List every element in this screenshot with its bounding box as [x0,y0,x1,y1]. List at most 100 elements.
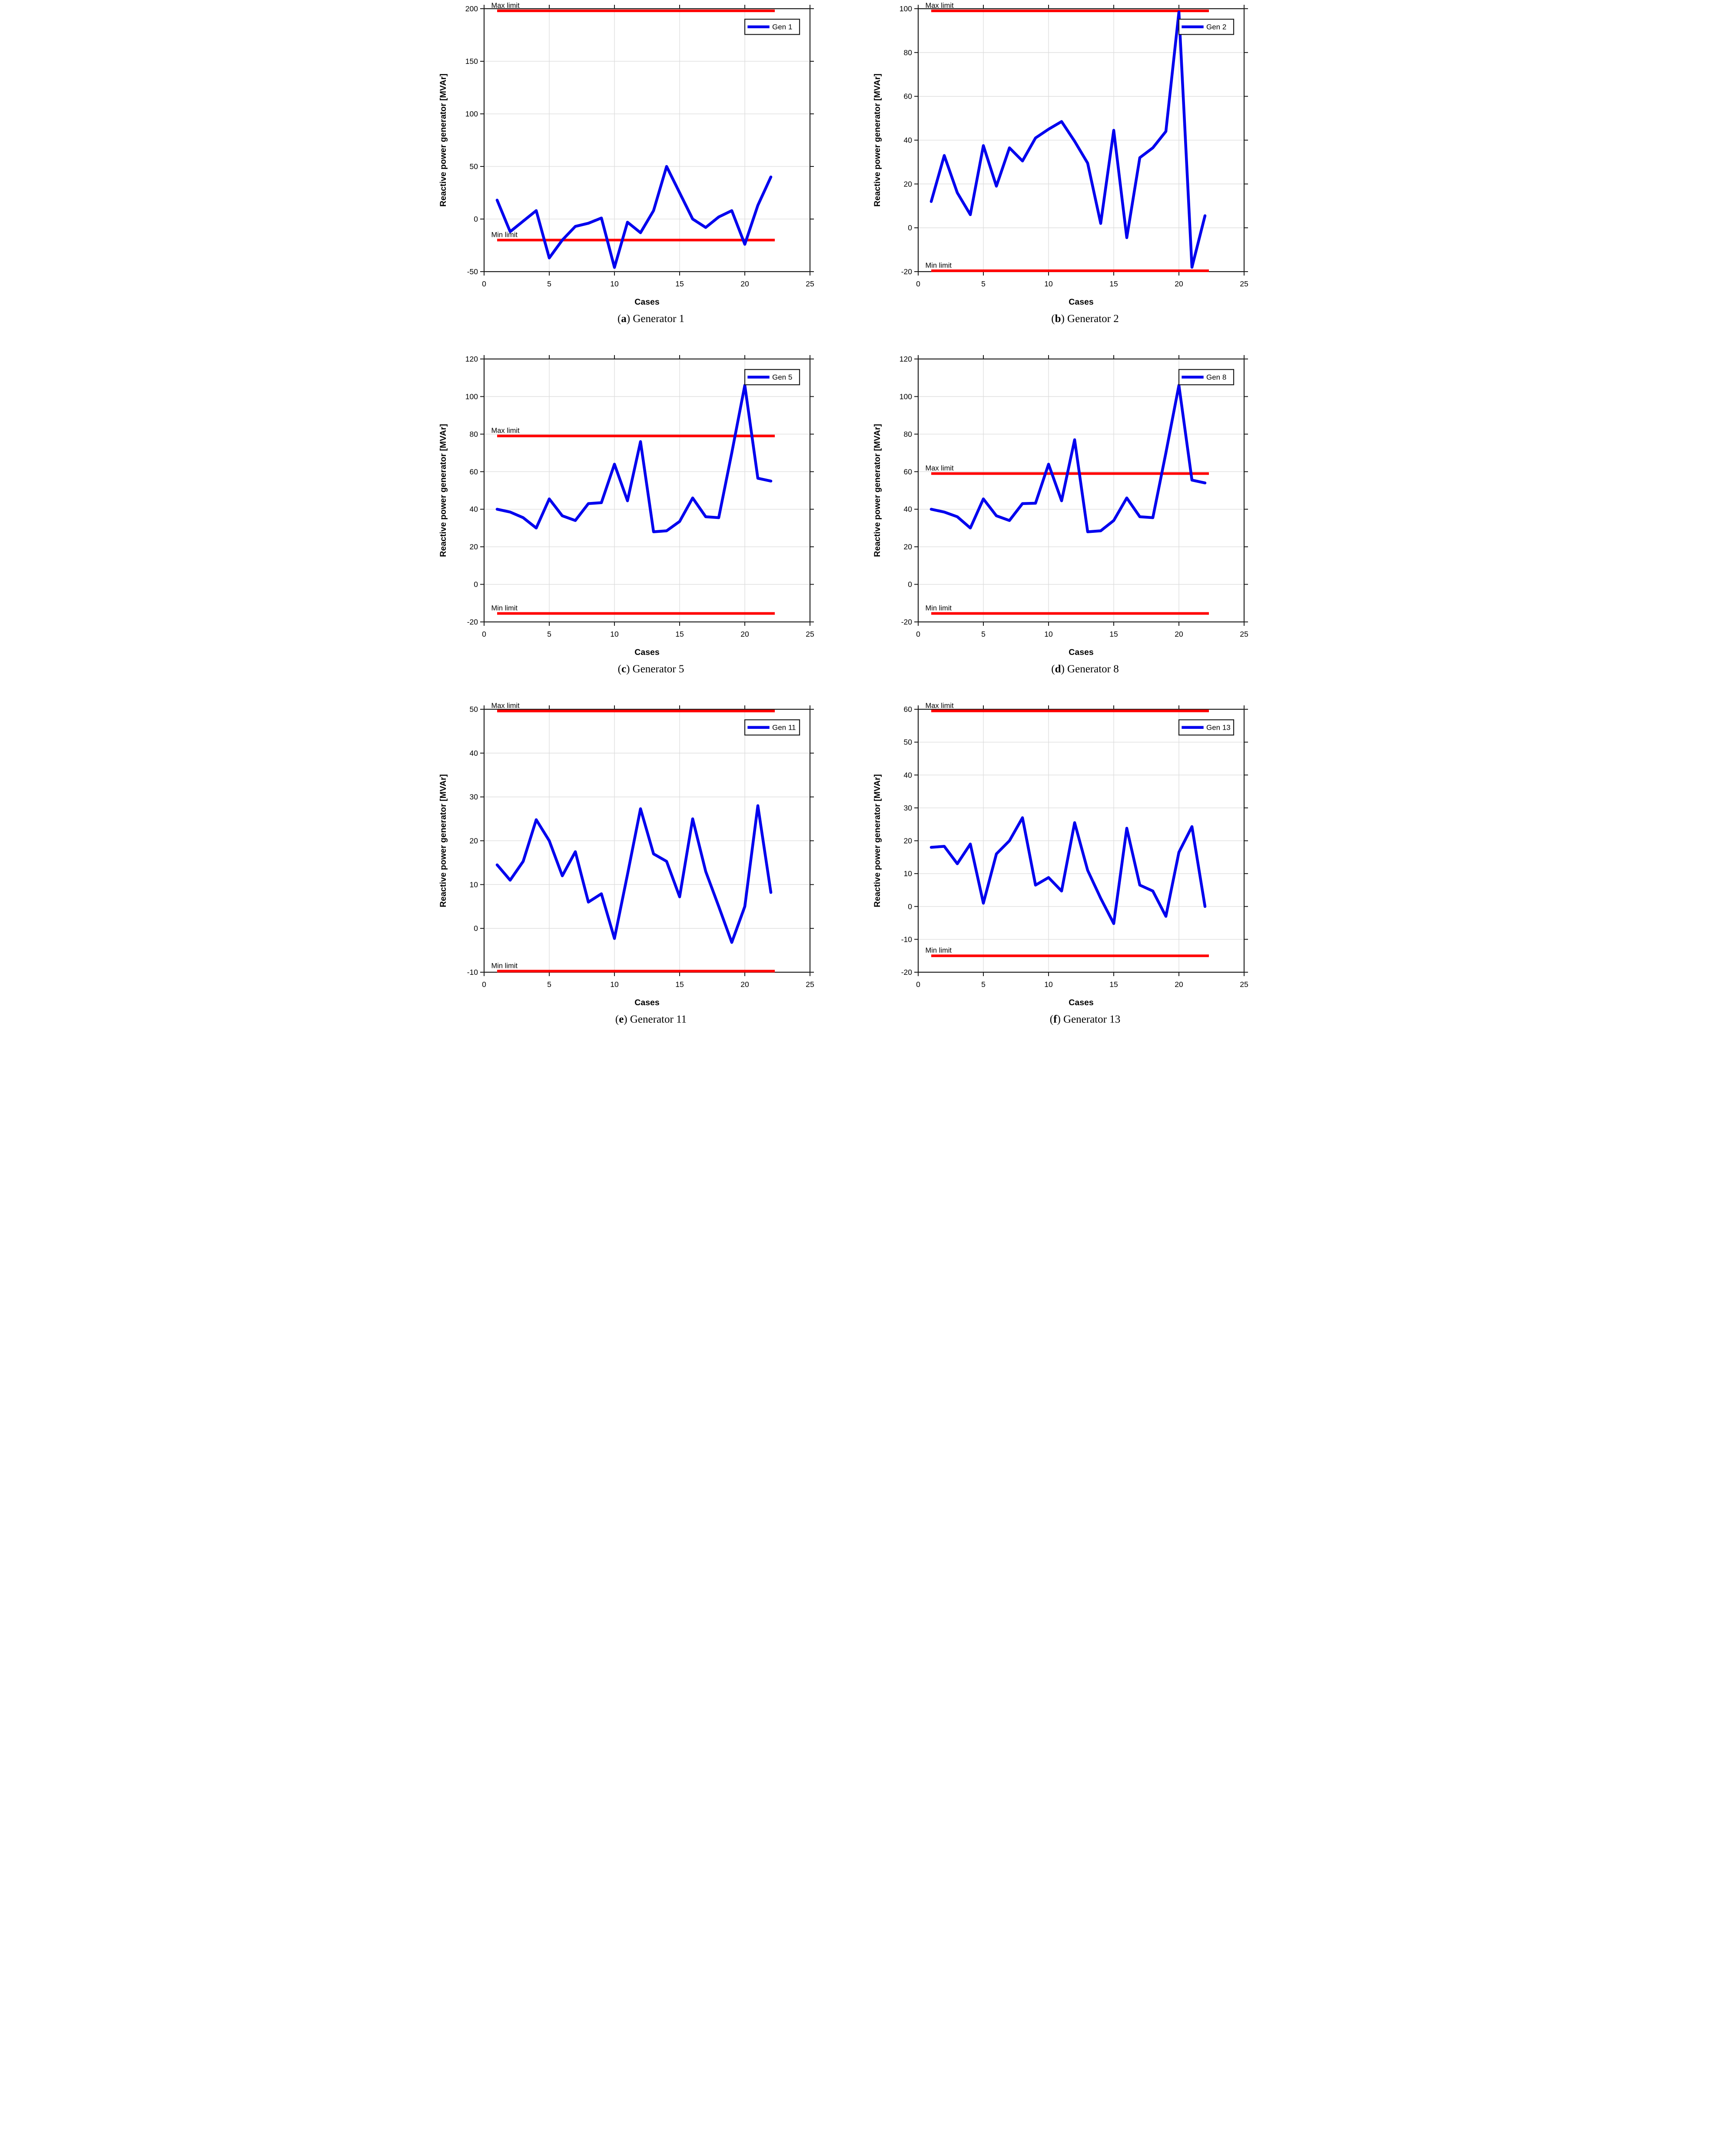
line-chart-svg: 0 5 10 15 20 25 -10 0 10 20 30 40 50 Max limit Min lim… [438,702,814,1007]
caption-title: Generator 11 [630,1013,687,1025]
chart-generator-5: 0 5 10 15 20 25 -20 0 20 40 60 80 100 120 Max limit Min… [434,352,868,702]
plot-frame [917,358,1245,623]
chart-caption-c: (c) Generator 5 [617,663,684,675]
figure-grid: 0 5 10 15 20 25 -50 0 50 100 150 200 Max limit Min li… [434,0,1302,1053]
x-tick-label: 20 [1175,630,1183,638]
series-line [495,804,772,944]
y-tick-label: 120 [899,355,912,363]
x-tick-label: 5 [547,980,551,989]
line-chart-svg: 0 5 10 15 20 25 -50 0 50 100 150 200 Max limit Min li… [438,2,814,307]
caption-title: Generator 8 [1067,663,1119,675]
series-line [495,384,772,533]
max-limit-label: Max limit [491,2,519,10]
chart-generator-13: 0 5 10 15 20 25 -20 -10 0 10 20 30 40 50 60 Max limit Mi… [868,702,1302,1053]
y-tick-label: 20 [469,542,478,551]
x-tick-label: 0 [482,279,486,288]
y-axis-label: Reactive power generator [MVAr] [438,73,448,206]
x-tick-label: 0 [482,630,486,638]
y-tick-label: 80 [903,430,912,439]
y-tick-label: 100 [899,4,912,13]
y-tick-label: 60 [903,467,912,476]
y-axis-label: Reactive power generator [MVAr] [438,424,448,557]
y-tick-label: 30 [469,793,478,801]
min-limit-label: Min limit [491,962,518,970]
y-tick-label: 60 [469,467,478,476]
x-tick-label: 20 [1175,980,1183,989]
x-tick-label: 0 [916,279,920,288]
y-tick-label: 20 [903,179,912,188]
chart-caption-e: (e) Generator 11 [615,1013,687,1025]
y-tick-label: 30 [903,804,912,812]
y-tick-label: 40 [903,505,912,514]
y-tick-label: 0 [908,223,912,232]
min-limit-label: Min limit [925,262,952,269]
y-axis-label: Reactive power generator [MVAr] [873,774,882,907]
plot-frame [483,358,810,623]
x-tick-label: 15 [675,980,684,989]
generator-13-plot: 0 5 10 15 20 25 -20 -10 0 10 20 30 40 50 60 Max limit Mi… [868,702,1302,1011]
y-tick-label: 0 [474,924,478,933]
x-tick-label: 25 [1240,630,1248,638]
line-chart-svg: 0 5 10 15 20 25 -20 0 20 40 60 80 100 Max limit Min li… [873,2,1248,307]
line-chart-svg: 0 5 10 15 20 25 -20 0 20 40 60 80 100 120 Max limit Min… [873,355,1248,657]
x-tick-label: 15 [1109,630,1118,638]
y-tick-label: 50 [469,705,478,714]
y-tick-label: 120 [465,355,478,363]
max-limit-label: Max limit [925,465,953,472]
y-tick-label: 20 [469,837,478,845]
x-tick-label: 15 [675,630,684,638]
y-tick-label: 10 [903,869,912,878]
series-line [929,816,1206,925]
caption-letter: c [621,663,627,675]
generator-8-plot: 0 5 10 15 20 25 -20 0 20 40 60 80 100 120 Max limit Min… [868,352,1302,661]
x-tick-label: 5 [981,630,986,638]
x-tick-label: 10 [1044,980,1053,989]
y-axis-label: Reactive power generator [MVAr] [873,73,882,206]
y-tick-label: 60 [903,705,912,714]
x-axis-label: Cases [1069,648,1094,657]
y-tick-label: 200 [465,4,478,13]
line-chart-svg: 0 5 10 15 20 25 -20 0 20 40 60 80 100 120 Max limit Min… [438,355,814,657]
x-tick-label: 20 [740,980,749,989]
x-tick-label: 0 [916,980,920,989]
x-tick-label: 5 [981,279,986,288]
chart-caption-a: (a) Generator 1 [617,313,685,325]
y-axis-label: Reactive power generator [MVAr] [438,774,448,907]
y-tick-label: 40 [469,749,478,758]
chart-caption-b: (b) Generator 2 [1051,313,1119,325]
y-tick-label: 20 [903,837,912,845]
x-tick-label: 10 [610,279,619,288]
caption-letter: a [621,313,627,325]
x-tick-label: 5 [547,630,551,638]
y-tick-label: 80 [903,48,912,57]
y-tick-label: 0 [908,580,912,589]
x-tick-label: 15 [1109,279,1118,288]
x-tick-label: 15 [1109,980,1118,989]
line-chart-svg: 0 5 10 15 20 25 -20 -10 0 10 20 30 40 50 60 Max limit Mi… [873,702,1248,1007]
y-tick-label: 40 [903,771,912,779]
chart-caption-f: (f) Generator 13 [1049,1013,1121,1025]
y-tick-label: 50 [903,738,912,747]
y-tick-label: -20 [901,618,912,626]
legend-label: Gen 1 [772,23,792,31]
y-tick-label: 40 [469,505,478,514]
caption-title: Generator 5 [632,663,684,675]
x-axis-label: Cases [1069,998,1094,1007]
generator-1-plot: 0 5 10 15 20 25 -50 0 50 100 150 200 Max limit Min li… [434,2,868,310]
x-tick-label: 20 [740,630,749,638]
y-tick-label: 100 [465,392,478,401]
chart-caption-d: (d) Generator 8 [1051,663,1119,675]
x-tick-label: 0 [482,980,486,989]
x-tick-label: 10 [610,630,619,638]
chart-generator-8: 0 5 10 15 20 25 -20 0 20 40 60 80 100 120 Max limit Min… [868,352,1302,702]
max-limit-label: Max limit [925,702,953,710]
caption-title: Generator 2 [1067,313,1119,325]
x-axis-label: Cases [634,297,660,307]
y-tick-label: 10 [469,880,478,889]
chart-generator-2: 0 5 10 15 20 25 -20 0 20 40 60 80 100 Max limit Min li… [868,2,1302,352]
y-tick-label: -50 [467,267,478,276]
plot-frame [483,8,810,272]
y-tick-label: -10 [901,935,912,944]
y-tick-label: 150 [465,57,478,66]
y-tick-label: 50 [469,162,478,171]
